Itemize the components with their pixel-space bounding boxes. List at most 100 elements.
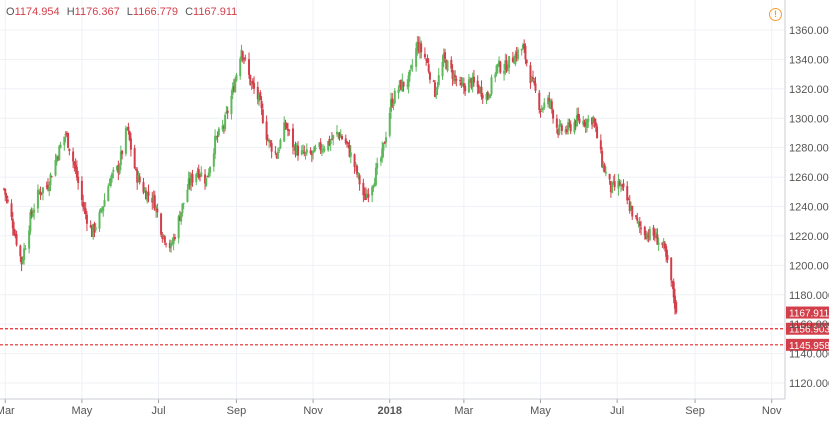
candle (226, 106, 229, 120)
candle-body (313, 146, 316, 153)
candle (455, 75, 458, 87)
close-value: 1167.911 (193, 6, 238, 18)
candle-body (239, 58, 242, 77)
candle (38, 188, 41, 195)
candle-body (432, 80, 435, 82)
x-tick-label: Sep (685, 405, 705, 417)
candle-body (338, 133, 341, 139)
candle-body (266, 139, 269, 141)
candle (55, 154, 58, 166)
candle (323, 145, 326, 153)
candle-body (21, 259, 24, 263)
candle-body (406, 85, 409, 87)
candle-body (177, 216, 180, 239)
candle-body (118, 165, 121, 174)
candle-body (511, 57, 514, 63)
price-tag-label: 1156.903 (789, 325, 829, 336)
close-label: C (185, 6, 194, 18)
candle (505, 54, 508, 73)
candle-body (539, 110, 542, 112)
candle (495, 64, 498, 77)
candle (643, 225, 646, 240)
candle (601, 147, 604, 169)
candle-body (248, 59, 251, 75)
candle-body (182, 202, 185, 204)
candle-body (568, 123, 571, 125)
candle-body (24, 248, 27, 250)
candle-body (372, 185, 375, 189)
candle (524, 43, 527, 65)
candle (574, 119, 577, 131)
candle-body (205, 177, 208, 186)
candle (498, 56, 501, 67)
x-tick-label: Mar (0, 405, 15, 417)
candle (376, 157, 379, 176)
candle (160, 212, 163, 237)
candle (461, 77, 464, 87)
candle (631, 205, 634, 220)
y-tick-label: 1160.000 (789, 319, 829, 331)
candle (645, 230, 648, 240)
candle (367, 188, 370, 203)
candle-body (462, 83, 465, 88)
candle (555, 114, 558, 134)
candle-body (270, 143, 273, 152)
candle-body (15, 234, 18, 245)
candle-body (498, 60, 501, 66)
candle (214, 129, 217, 160)
candle-body (603, 164, 606, 173)
candle-body (593, 118, 596, 123)
candle (172, 233, 175, 251)
candle-body (225, 111, 228, 113)
candle (196, 167, 199, 178)
candle-body (382, 143, 385, 151)
candle-body (103, 199, 106, 207)
candle-body (253, 83, 256, 89)
candle-body (469, 77, 472, 79)
candle-body (504, 60, 507, 70)
candle (285, 122, 288, 130)
candle-body (240, 49, 243, 61)
candle (435, 87, 438, 100)
candle (582, 115, 585, 128)
candle (514, 50, 517, 67)
candle (11, 211, 14, 236)
candle-body (384, 137, 387, 143)
candle-body (577, 113, 580, 119)
candle-body (200, 172, 203, 177)
candle-body (347, 142, 350, 144)
candle-body (23, 248, 26, 260)
candle (152, 190, 155, 209)
candle (661, 242, 664, 248)
candle (295, 142, 298, 156)
candle-body (161, 235, 164, 239)
candle-body (349, 152, 352, 157)
candle (222, 124, 225, 134)
candle-body (244, 57, 247, 59)
info-icon[interactable]: ! (769, 8, 782, 21)
candle-body (124, 128, 127, 154)
candle-body (241, 51, 244, 59)
candle-body (300, 150, 303, 155)
x-tick-label: Nov (303, 405, 323, 417)
candle (436, 82, 439, 96)
candle (312, 150, 315, 160)
candle (136, 167, 139, 190)
candle (516, 47, 519, 62)
candle (10, 199, 13, 221)
candle (124, 125, 127, 157)
candle (673, 288, 676, 315)
candle (485, 91, 488, 105)
candle-body (391, 98, 394, 107)
candle (199, 174, 202, 182)
candle-body (523, 44, 526, 49)
candle-body (489, 94, 492, 98)
candle (173, 233, 176, 241)
candle-body (611, 181, 614, 193)
candle-body (601, 150, 604, 168)
candle (177, 214, 180, 244)
candle-body (415, 48, 418, 67)
candle-body (353, 154, 356, 168)
